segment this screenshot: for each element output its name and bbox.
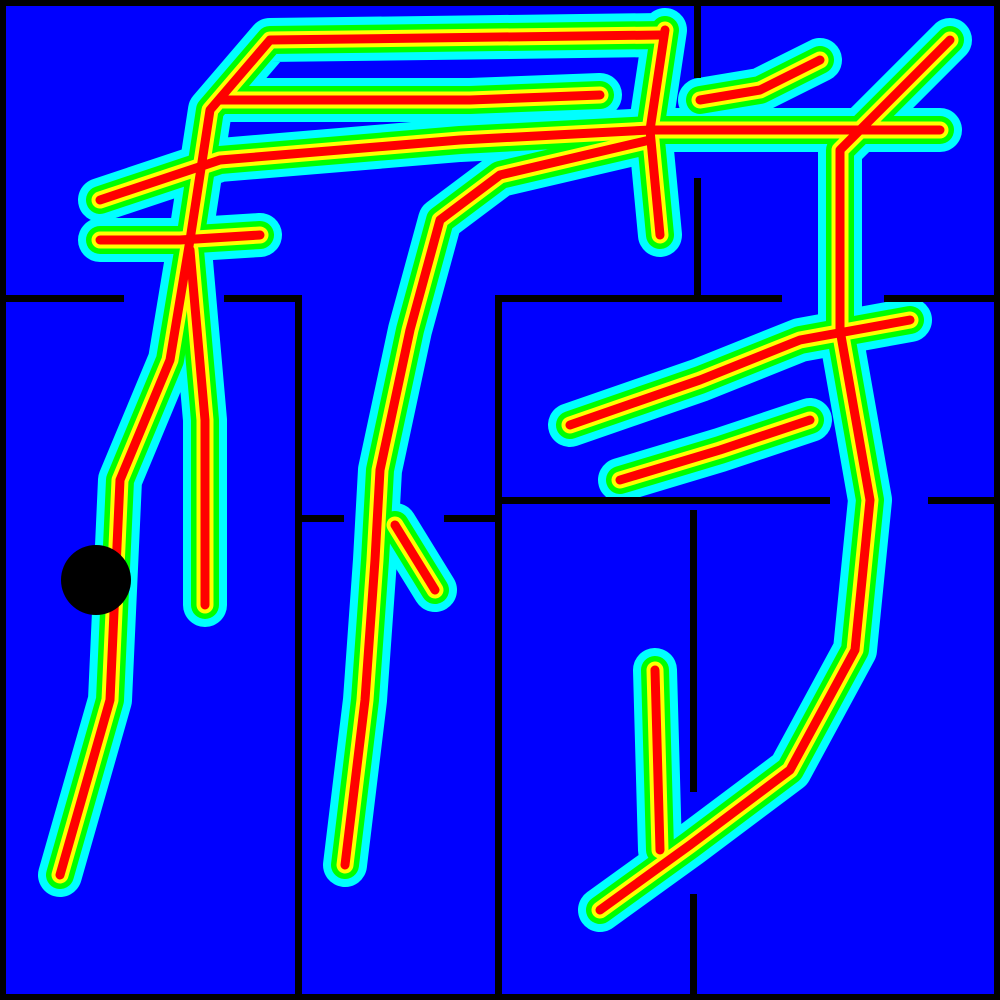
wall: [502, 497, 830, 504]
trail: [95, 230, 265, 245]
wall: [295, 295, 302, 1000]
trail: [390, 520, 440, 595]
trail: [595, 35, 955, 915]
wall: [496, 295, 782, 302]
wall: [690, 894, 697, 1000]
wall: [884, 295, 1000, 302]
trail: [55, 30, 665, 880]
heat-trails: [38, 8, 972, 932]
wall: [224, 295, 302, 302]
wall: [690, 510, 697, 792]
trail: [695, 55, 825, 105]
trail: [565, 315, 915, 430]
agent: [61, 545, 131, 615]
wall: [694, 178, 701, 300]
trail: [95, 125, 945, 205]
wall: [302, 515, 344, 522]
trail: [615, 415, 815, 485]
wall: [694, 0, 701, 78]
trail: [215, 90, 605, 105]
trail: [645, 25, 670, 240]
trail: [650, 665, 665, 855]
wall: [495, 295, 502, 1000]
wall: [444, 515, 498, 522]
wall: [0, 295, 124, 302]
wall: [928, 497, 1000, 504]
trail: [185, 245, 210, 610]
trail: [340, 135, 655, 870]
